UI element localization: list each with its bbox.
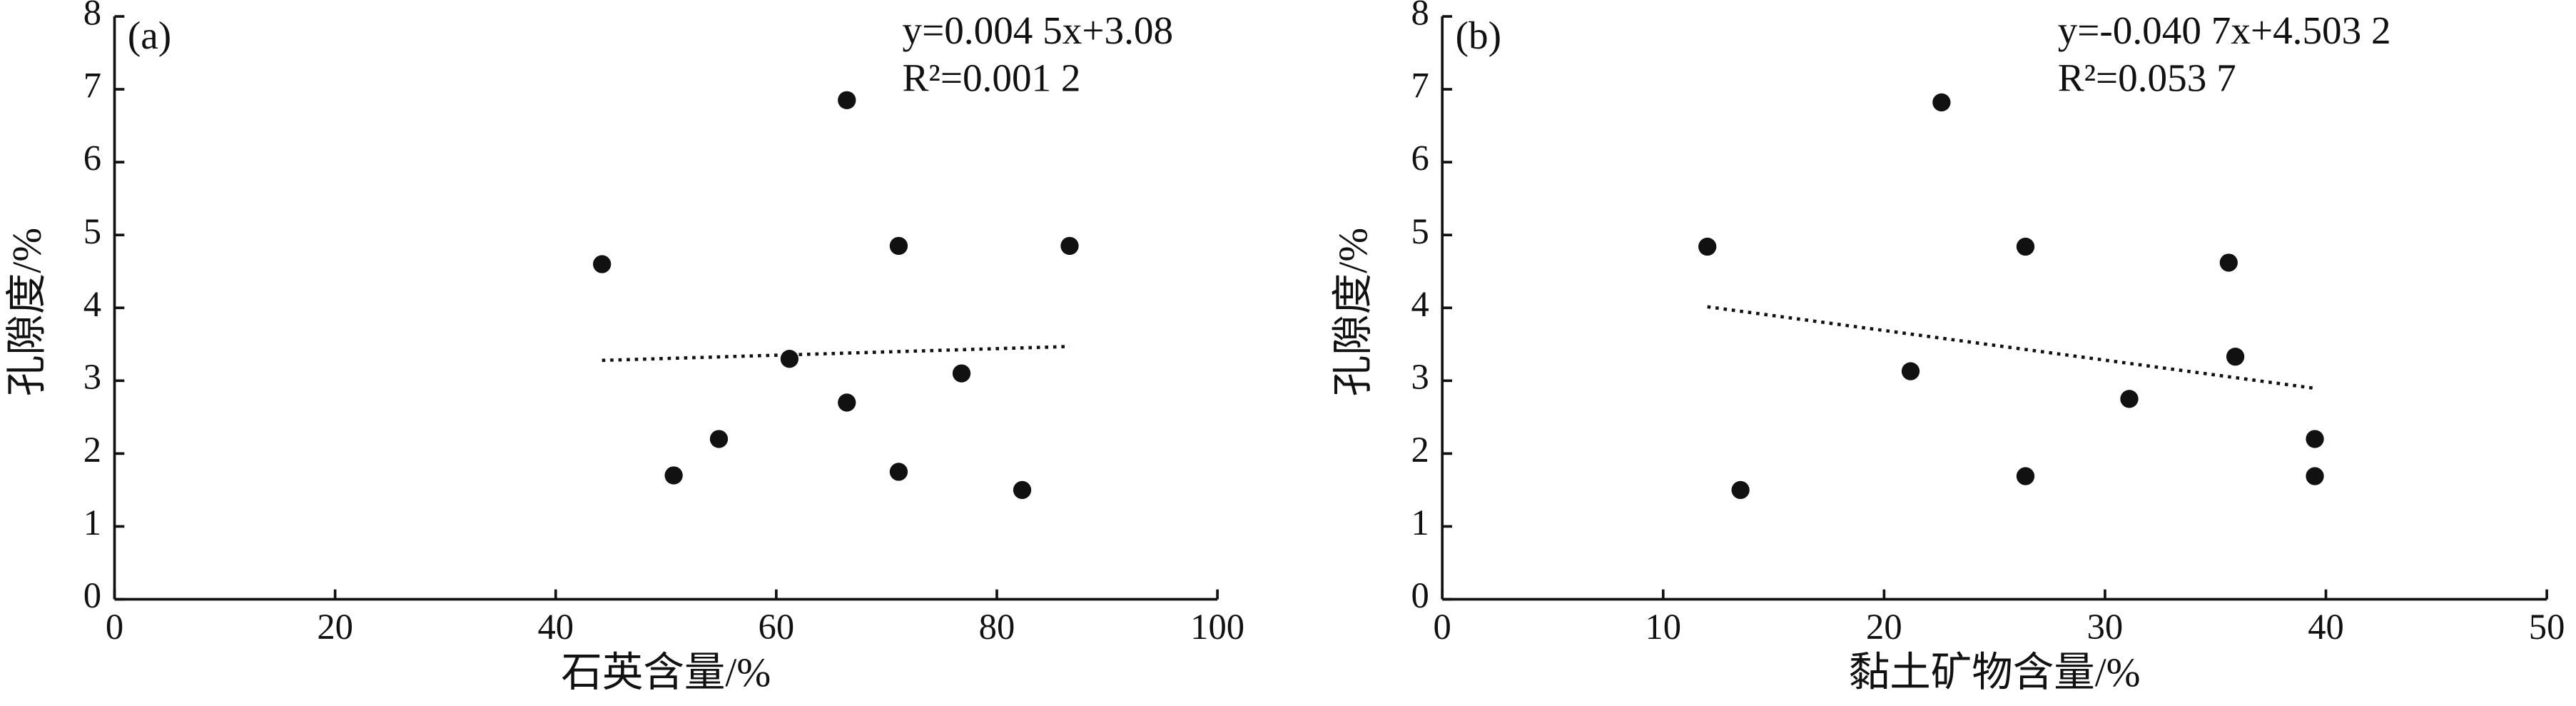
panel-label: (a) [128,14,171,57]
data-point [2219,253,2238,272]
data-point [1901,362,1920,380]
data-point [2226,347,2245,366]
equation: y=0.004 5x+3.08 [903,9,1174,52]
data-point [1060,236,1079,256]
data-point [664,466,683,485]
x-tick-label: 0 [106,607,123,647]
r-squared: R²=0.001 2 [903,56,1081,100]
panel-label: (b) [1456,14,1501,57]
x-axis-label: 石英含量/% [561,650,771,695]
x-tick-label: 30 [2087,607,2124,647]
y-tick-label: 1 [1411,503,1429,543]
data-point [2016,467,2035,485]
data-point [709,430,729,448]
data-point [838,91,856,110]
x-tick-label: 40 [537,607,574,647]
data-point [889,463,908,481]
y-tick-label: 1 [83,503,101,543]
data-point [952,364,971,383]
trend-line [602,345,1070,363]
x-tick-label: 0 [1434,607,1451,647]
y-tick-label: 3 [1411,357,1429,397]
trend-line [1707,305,2316,390]
y-tick-label: 5 [83,211,101,251]
y-tick-label: 3 [83,357,101,397]
x-tick-label: 60 [759,607,795,647]
data-point [1698,237,1717,256]
x-tick-label: 20 [317,607,353,647]
data-point [2306,467,2324,485]
y-tick-label: 8 [83,0,101,33]
y-axis-label: 孔隙度/% [4,228,49,396]
y-tick-label: 5 [1411,211,1429,251]
x-tick-label: 40 [2308,607,2344,647]
y-tick-label: 4 [1411,284,1429,324]
equation: y=-0.040 7x+4.503 2 [2058,9,2391,52]
y-tick-label: 6 [83,138,101,178]
y-tick-label: 6 [1411,138,1429,178]
x-tick-label: 10 [1645,607,1681,647]
data-point [838,393,856,412]
data-point [889,236,908,256]
y-tick-label: 7 [83,66,101,106]
data-point [780,350,799,368]
y-tick-label: 8 [1411,0,1429,33]
y-axis-label: 孔隙度/% [1331,228,1376,396]
y-tick-label: 0 [83,575,101,615]
y-tick-label: 7 [1411,66,1429,106]
x-tick-label: 100 [1190,607,1244,647]
x-tick-label: 20 [1866,607,1902,647]
data-point [593,255,612,273]
x-tick-label: 50 [2529,607,2565,647]
x-tick-label: 80 [979,607,1015,647]
y-tick-label: 2 [1411,430,1429,470]
data-point [1932,93,1951,112]
data-point [2120,390,2139,408]
data-point [1013,480,1032,500]
data-point [1731,480,1750,500]
y-tick-label: 4 [83,284,101,324]
x-axis-label: 黏土矿物含量/% [1849,650,2141,695]
y-tick-label: 2 [83,430,101,470]
data-point [2306,430,2324,448]
r-squared: R²=0.053 7 [2058,56,2236,100]
y-tick-label: 0 [1411,575,1429,615]
data-point [2016,237,2035,256]
